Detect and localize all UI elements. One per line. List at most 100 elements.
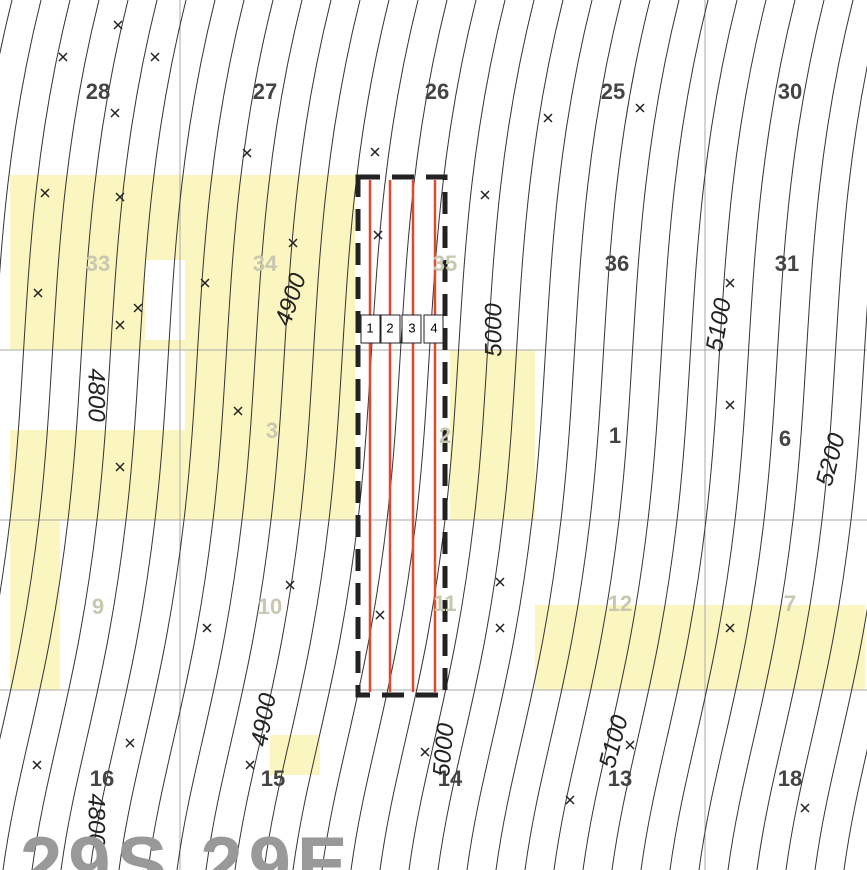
marker-stroke (200, 278, 210, 288)
marker-stroke (133, 303, 143, 313)
marker-stroke (625, 740, 635, 750)
section-label: 33 (86, 251, 110, 276)
section-labels: 28 27 26 25 30 33 34 35 36 31 1 6 3 2 9 … (86, 79, 802, 791)
contour-label: 5100 (701, 296, 737, 354)
marker-stroke (285, 580, 295, 590)
section-label: 35 (433, 251, 457, 276)
marker-stroke (125, 738, 135, 748)
contour-line (118, 0, 245, 870)
yellow-areas (10, 175, 865, 775)
township-label: 29S 29E (20, 822, 354, 870)
marker-stroke (725, 278, 735, 288)
contour-line (176, 0, 303, 870)
contour-line (698, 0, 825, 870)
contour-line (553, 0, 680, 870)
contour-line (379, 0, 506, 870)
contour-label: 5000 (480, 303, 507, 357)
contour-line (234, 0, 361, 870)
marker-stroke (495, 577, 505, 587)
section-label: 18 (778, 766, 802, 791)
section-label: 26 (425, 79, 449, 104)
marker-stroke (115, 192, 125, 202)
marker-stroke (373, 230, 383, 240)
marker-stroke (58, 52, 68, 62)
contour-line (669, 0, 796, 870)
contour-line (785, 303, 867, 870)
contour-line (263, 0, 390, 870)
section-label: 14 (438, 766, 463, 791)
section-label: 27 (253, 79, 277, 104)
section-label: 1 (609, 423, 621, 448)
contour-line (408, 0, 535, 870)
section-label: 6 (779, 426, 791, 451)
marker-stroke (420, 747, 430, 757)
contour-label: 4800 (83, 793, 110, 847)
contour-line (0, 0, 100, 741)
contour-line (495, 0, 622, 870)
contour-line (205, 0, 332, 870)
contour-line (437, 0, 564, 870)
well-label: 1 (366, 320, 373, 335)
marker-stroke (233, 406, 243, 416)
well-label: 3 (408, 320, 415, 335)
marker-stroke (110, 108, 120, 118)
marker-stroke (495, 623, 505, 633)
section-label: 15 (261, 766, 285, 791)
contour-line (0, 0, 71, 596)
contour-line (350, 0, 477, 870)
marker-stroke (242, 148, 252, 158)
section-label: 31 (775, 251, 799, 276)
section-label: 16 (90, 766, 114, 791)
contour-line (524, 0, 651, 870)
contour-line (843, 748, 867, 870)
marker-stroke (725, 400, 735, 410)
contour-line (582, 0, 709, 870)
marker-stroke (150, 52, 160, 62)
contour-line (814, 607, 867, 870)
section-label: 2 (439, 423, 451, 448)
contour-line (31, 0, 158, 870)
section-label: 30 (778, 79, 802, 104)
contour-label: 4800 (83, 368, 110, 422)
contour-line (611, 0, 738, 870)
contour-line (640, 0, 767, 870)
well-label: 2 (386, 320, 393, 335)
contour-label: 5100 (594, 712, 634, 771)
marker-stroke (40, 188, 50, 198)
section-label: 36 (605, 251, 629, 276)
section-label: 11 (433, 591, 456, 616)
contour-line (89, 0, 216, 870)
contour-line (756, 64, 867, 870)
marker-stroke (288, 238, 298, 248)
marker-stroke (480, 190, 490, 200)
section-label: 13 (608, 766, 632, 791)
marker-stroke (635, 103, 645, 113)
marker-stroke (800, 803, 810, 813)
marker-stroke (543, 113, 553, 123)
marker-stroke (32, 760, 42, 770)
section-label: 10 (258, 594, 282, 619)
contour-line (60, 0, 187, 870)
contour-line (466, 0, 593, 870)
contour-label: 5200 (811, 430, 851, 489)
unit-outline: 1 2 3 4 (355, 174, 448, 698)
section-label: 34 (253, 251, 278, 276)
marker-stroke (370, 147, 380, 157)
section-label: 7 (784, 591, 796, 616)
marker-stroke (113, 20, 123, 30)
contour-label: 5000 (428, 721, 460, 777)
marker-stroke (565, 795, 575, 805)
marker-stroke (245, 760, 255, 770)
marker-stroke (33, 288, 43, 298)
contour-line (727, 0, 854, 870)
marker-stroke (202, 623, 212, 633)
section-label: 3 (266, 418, 278, 443)
section-label: 25 (601, 79, 625, 104)
marker-stroke (725, 623, 735, 633)
well-markers (32, 20, 810, 813)
marker-stroke (115, 462, 125, 472)
contour-line (147, 0, 274, 870)
